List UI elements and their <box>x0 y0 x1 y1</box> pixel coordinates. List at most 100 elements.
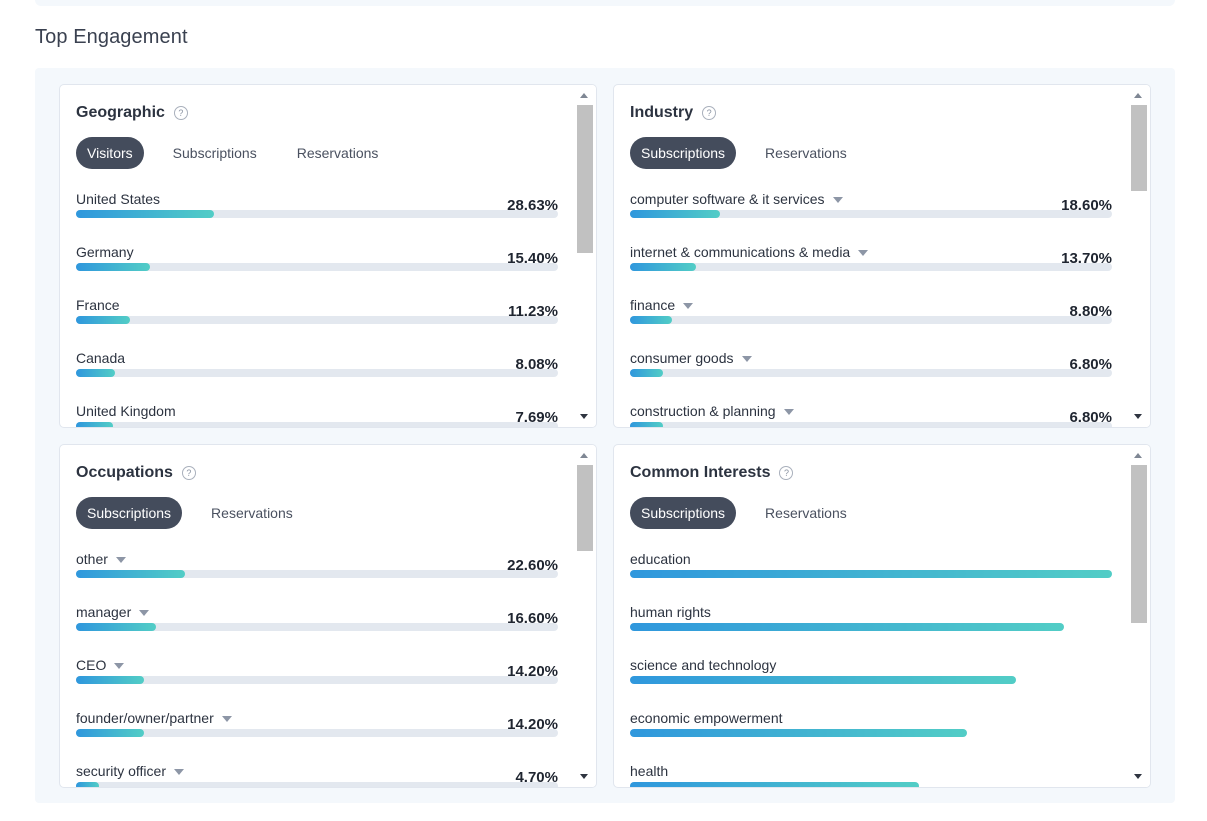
row-label[interactable]: security officer <box>76 763 184 779</box>
tab-visitors[interactable]: Visitors <box>76 137 144 169</box>
help-icon[interactable]: ? <box>779 466 794 480</box>
tab-reservations[interactable]: Reservations <box>765 145 847 161</box>
card-header: Geographic ? <box>76 103 188 123</box>
card-content: Geographic ? Visitors Subscriptions Rese… <box>76 85 558 427</box>
scroll-up-arrow-icon[interactable] <box>580 93 588 98</box>
tab-bar: Subscriptions Reservations <box>630 137 876 169</box>
tab-reservations[interactable]: Reservations <box>765 505 847 521</box>
caret-down-icon[interactable] <box>174 769 184 775</box>
caret-down-icon[interactable] <box>221 716 232 722</box>
row-percent: 8.80% <box>1069 303 1112 320</box>
scroll-thumb[interactable] <box>1131 465 1147 623</box>
card-scrollbar[interactable] <box>1128 445 1150 787</box>
tab-subscriptions[interactable]: Subscriptions <box>630 137 737 169</box>
tab-reservations[interactable]: Reservations <box>296 145 379 161</box>
progress-fill <box>76 369 115 377</box>
help-icon[interactable]: ? <box>702 106 717 120</box>
row-label[interactable]: computer software & it services <box>630 191 843 207</box>
geographic-card: Geographic ? Visitors Subscriptions Rese… <box>59 84 597 428</box>
scroll-up-arrow-icon[interactable] <box>1134 93 1142 98</box>
row-label[interactable]: other <box>76 551 126 567</box>
card-title: Industry <box>630 104 694 121</box>
scroll-down-arrow-icon[interactable] <box>580 774 588 779</box>
progress-track <box>76 263 558 271</box>
row-percent: 6.80% <box>1069 409 1112 426</box>
tab-subscriptions[interactable]: Subscriptions <box>630 497 737 529</box>
stat-row: education <box>630 551 1112 604</box>
progress-track <box>76 570 558 578</box>
stat-row: science and technology <box>630 657 1112 710</box>
row-label[interactable]: CEO <box>76 657 125 673</box>
stat-row: human rights <box>630 604 1112 657</box>
progress-fill <box>630 263 697 271</box>
row-label-text: France <box>76 297 120 313</box>
caret-down-icon[interactable] <box>783 409 794 415</box>
row-label[interactable]: consumer goods <box>630 350 752 366</box>
row-label[interactable]: manager <box>76 604 150 620</box>
occupations-card: Occupations ? Subscriptions Reservations… <box>59 444 597 788</box>
stat-row: consumer goods 6.80% <box>630 350 1112 403</box>
stat-row: security officer 4.70% <box>76 763 558 787</box>
stat-row: construction & planning 6.80% <box>630 403 1112 427</box>
tab-subscriptions[interactable]: Subscriptions <box>76 497 183 529</box>
scroll-down-arrow-icon[interactable] <box>1134 414 1142 419</box>
row-label-text: founder/owner/partner <box>76 710 214 726</box>
scroll-thumb[interactable] <box>577 465 593 551</box>
row-label-text: economic empowerment <box>630 710 783 726</box>
help-icon[interactable]: ? <box>173 106 188 120</box>
card-header: Industry ? <box>630 103 717 123</box>
progress-fill <box>630 570 1112 578</box>
caret-down-icon[interactable] <box>832 197 843 203</box>
row-label-text: Germany <box>76 244 134 260</box>
row-label[interactable]: finance <box>630 297 694 313</box>
progress-track <box>630 316 1112 324</box>
row-label[interactable]: internet & communications & media <box>630 244 869 260</box>
row-label: health <box>630 763 668 779</box>
card-content: Common Interests ? Subscriptions Reserva… <box>630 445 1112 787</box>
tab-subscriptions[interactable]: Subscriptions <box>172 145 257 161</box>
stat-row: health <box>630 763 1112 787</box>
caret-down-icon[interactable] <box>741 356 752 362</box>
caret-down-icon[interactable] <box>858 250 869 256</box>
caret-down-icon[interactable] <box>115 557 126 563</box>
scroll-up-arrow-icon[interactable] <box>580 453 588 458</box>
stat-row: Germany 15.40% <box>76 244 558 297</box>
row-label-text: finance <box>630 297 676 313</box>
progress-track <box>76 729 558 737</box>
caret-down-icon[interactable] <box>683 303 694 309</box>
row-percent: 14.20% <box>507 716 558 733</box>
card-title: Occupations <box>76 464 173 481</box>
progress-fill <box>76 623 156 631</box>
scroll-thumb[interactable] <box>577 105 593 253</box>
stat-row: internet & communications & media 13.70% <box>630 244 1112 297</box>
scroll-thumb[interactable] <box>1131 105 1147 191</box>
card-scrollbar[interactable] <box>574 445 596 787</box>
row-label: France <box>76 297 120 313</box>
tab-reservations[interactable]: Reservations <box>211 505 293 521</box>
row-label[interactable]: construction & planning <box>630 403 794 419</box>
row-label-text: computer software & it services <box>630 191 825 207</box>
caret-down-icon[interactable] <box>114 663 125 669</box>
card-title: Geographic <box>76 104 165 121</box>
row-label[interactable]: founder/owner/partner <box>76 710 232 726</box>
scroll-down-arrow-icon[interactable] <box>580 414 588 419</box>
progress-fill <box>630 676 1016 684</box>
progress-fill <box>76 676 145 684</box>
help-icon[interactable]: ? <box>181 466 196 480</box>
row-label-text: Canada <box>76 350 126 366</box>
row-label-text: consumer goods <box>630 350 734 366</box>
row-label-text: United Kingdom <box>76 403 176 419</box>
previous-section-edge <box>35 0 1175 6</box>
row-label-text: science and technology <box>630 657 777 673</box>
common-interests-card: Common Interests ? Subscriptions Reserva… <box>613 444 1151 788</box>
progress-track <box>76 369 558 377</box>
row-percent: 7.69% <box>515 409 558 426</box>
scroll-down-arrow-icon[interactable] <box>1134 774 1142 779</box>
row-label: education <box>630 551 691 567</box>
scroll-up-arrow-icon[interactable] <box>1134 453 1142 458</box>
caret-down-icon[interactable] <box>139 610 150 616</box>
card-scrollbar[interactable] <box>574 85 596 427</box>
progress-fill <box>630 782 920 787</box>
progress-fill <box>76 422 114 427</box>
card-scrollbar[interactable] <box>1128 85 1150 427</box>
